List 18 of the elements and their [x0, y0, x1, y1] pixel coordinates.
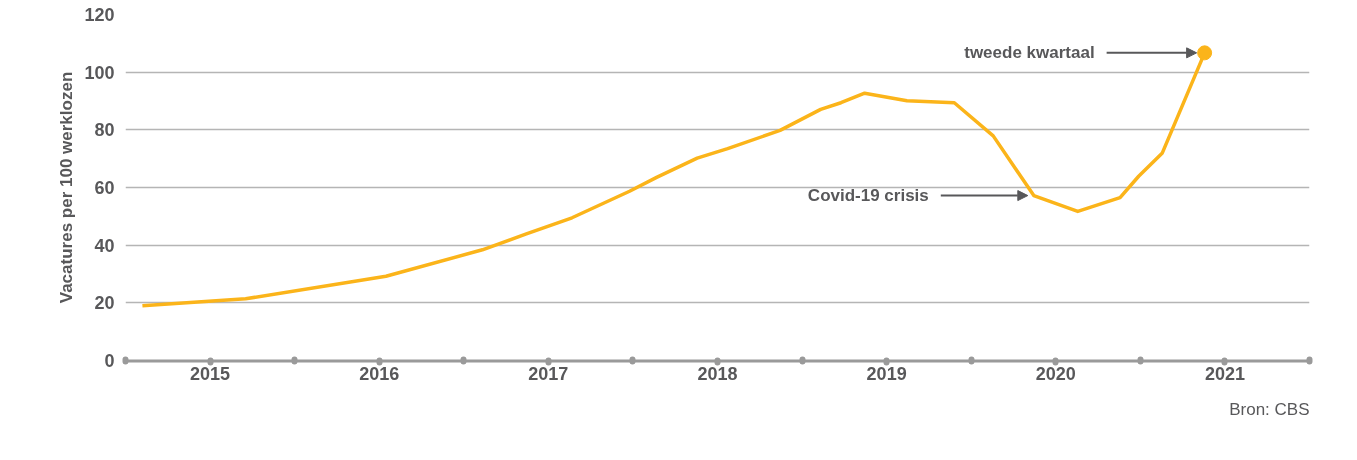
x-tick-label: 2020: [1035, 363, 1076, 384]
y-tick-label: 120: [84, 5, 115, 25]
annotation: tweede kwartaal: [964, 43, 1095, 63]
y-tick-label: 0: [104, 351, 115, 371]
x-tick-label: 2016: [359, 363, 400, 384]
y-tick-label: 100: [84, 62, 115, 83]
y-tick-label: 20: [94, 293, 115, 314]
y-tick-label: 80: [94, 120, 115, 141]
x-tick-label: 2018: [697, 363, 738, 384]
y-tick-label: 60: [94, 178, 115, 198]
x-tick-label: 2015: [190, 363, 231, 384]
text: Bron: CBS: [1229, 399, 1310, 419]
y-axis-title: Vacatures per 100 werklozen: [57, 71, 77, 304]
x-tick-label: 2019: [866, 363, 907, 384]
x-tick-label: 2021: [1204, 363, 1245, 384]
annotation: Covid-19 crisis: [807, 186, 929, 206]
x-tick-label: 2017: [528, 363, 569, 384]
y-tick-label: 40: [94, 235, 115, 256]
